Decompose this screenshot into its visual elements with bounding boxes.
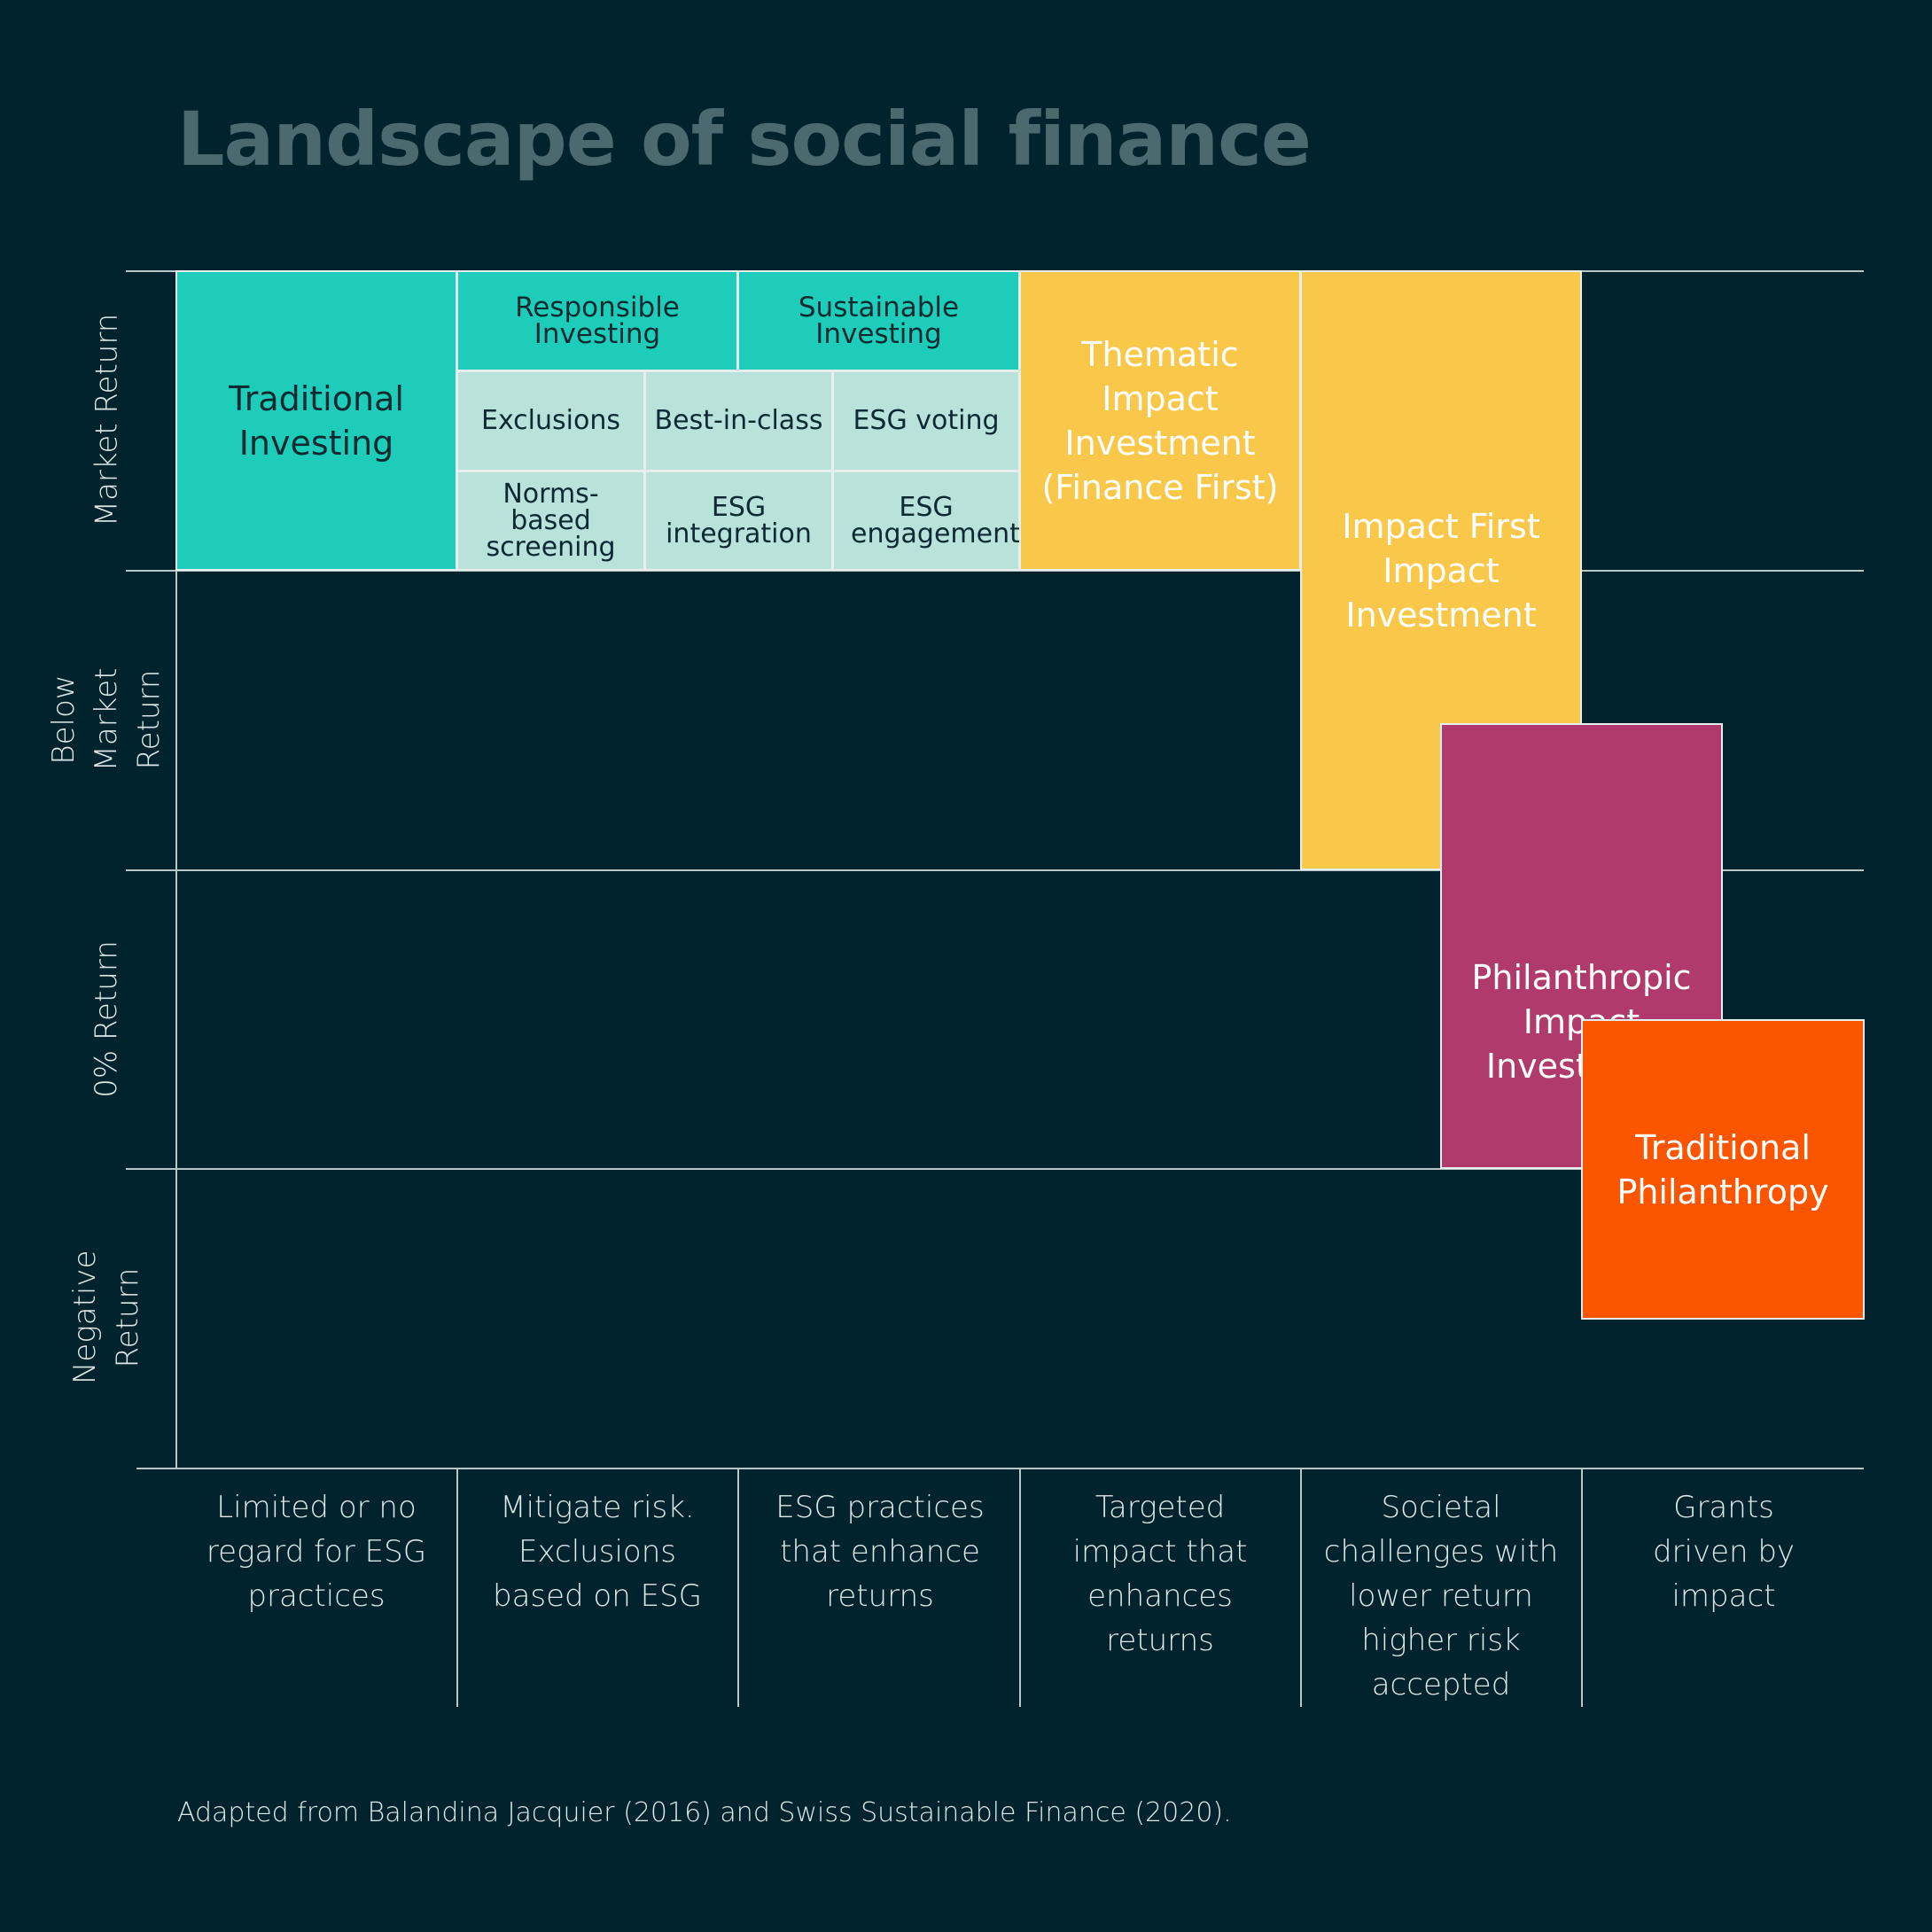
cell-esg-integration: ESG integration bbox=[644, 471, 833, 571]
block-traditional-investing: Traditional Investing bbox=[175, 270, 457, 571]
grid-line-row-3 bbox=[126, 1168, 1864, 1170]
column-divider-2 bbox=[737, 1468, 739, 1707]
x-label-esg-practices: ESG practices that enhance returns bbox=[775, 1490, 985, 1614]
grid-line-row-1 bbox=[126, 570, 1864, 572]
column-divider-4 bbox=[1300, 1468, 1302, 1707]
column-divider-1 bbox=[456, 1468, 458, 1707]
cell-esg-voting: ESG voting bbox=[832, 370, 1020, 471]
column-divider-3 bbox=[1019, 1468, 1021, 1707]
x-label-grants-driven: Grants driven by impact bbox=[1652, 1490, 1796, 1614]
x-label-societal-challenges: Societal challenges with lower return hi… bbox=[1323, 1490, 1559, 1702]
block-thematic-impact-investment: Thematic Impact Investment (Finance Firs… bbox=[1019, 270, 1301, 571]
cell-norms-based-screening: Norms-based screening bbox=[456, 471, 645, 571]
page-title: Landscape of social finance bbox=[177, 96, 1312, 183]
y-axis-line bbox=[175, 270, 177, 1468]
grid-line-row-2 bbox=[126, 869, 1864, 871]
x-label-targeted-impact: Targeted impact that enhances returns bbox=[1072, 1490, 1248, 1658]
cell-exclusions: Exclusions bbox=[456, 370, 645, 471]
x-label-mitigate-risk: Mitigate risk. Exclusions based on ESG bbox=[492, 1490, 702, 1614]
y-label-zero-return: 0% Return bbox=[89, 939, 125, 1098]
column-divider-5 bbox=[1581, 1468, 1583, 1707]
grid-line-bottom bbox=[136, 1468, 1864, 1469]
y-label-negative-return: Negative Return bbox=[67, 1250, 145, 1384]
block-traditional-philanthropy: Traditional Philanthropy bbox=[1581, 1019, 1865, 1320]
block-responsible-investing: Responsible Investing bbox=[456, 270, 738, 371]
x-label-limited-regard: Limited or no regard for ESG practices bbox=[206, 1490, 427, 1614]
cell-esg-engagement: ESG engagement bbox=[832, 471, 1020, 571]
block-sustainable-investing: Sustainable Investing bbox=[737, 270, 1020, 371]
source-note: Adapted from Balandina Jacquier (2016) a… bbox=[177, 1797, 1232, 1828]
cell-best-in-class: Best-in-class bbox=[644, 370, 833, 471]
y-label-below-market-return: Below Market Return bbox=[46, 667, 167, 772]
y-label-market-return: Market Return bbox=[89, 313, 125, 527]
